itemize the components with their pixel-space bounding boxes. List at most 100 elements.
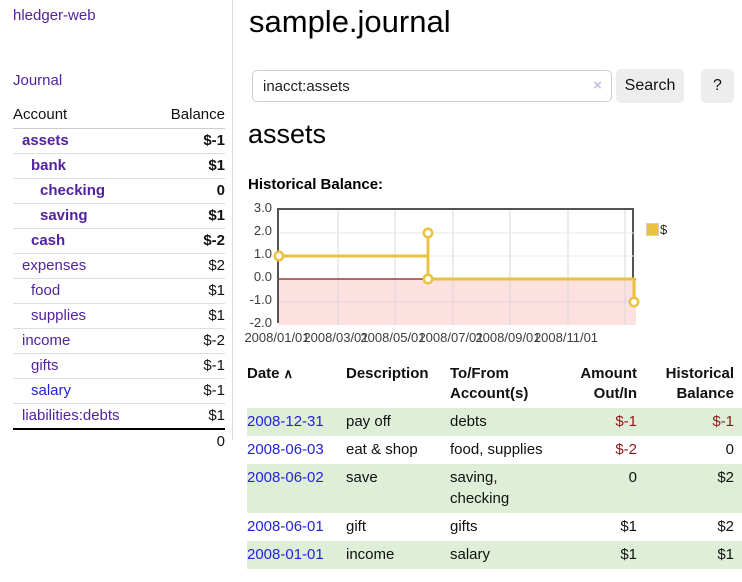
account-link-supplies[interactable]: supplies [31, 307, 87, 324]
clear-search-icon[interactable]: × [593, 77, 602, 94]
transaction-balance: $1 [717, 546, 734, 563]
sidebar-item-journal[interactable]: Journal [13, 72, 63, 89]
chart-title: Historical Balance: [248, 176, 384, 193]
x-tick: 2008/05/01 [360, 330, 426, 345]
account-balance: $-2 [153, 228, 225, 254]
account-row: checking 0 [13, 178, 225, 204]
transaction-row[interactable]: 2008-01-01 income salary $1 $1 [247, 541, 742, 569]
transactions-table: Date ∧ Description To/From Account(s) Amo… [247, 362, 742, 569]
account-row: gifts $-1 [13, 353, 225, 379]
transaction-date-link[interactable]: 2008-06-02 [247, 469, 324, 486]
transaction-balance: $2 [717, 469, 734, 486]
transaction-accounts: saving, checking [450, 469, 510, 507]
transaction-description: gift [346, 518, 367, 535]
transaction-row[interactable]: 2008-06-03 eat & shop food, supplies $-2… [247, 436, 742, 464]
account-link-income[interactable]: income [22, 332, 71, 349]
accounts-header-balance: Balance [153, 104, 225, 129]
plot-area[interactable]: $ [273, 208, 667, 325]
account-balance: $1 [153, 203, 225, 229]
x-tick: 2008/11/01 [533, 330, 599, 345]
sidebar: hledger-web Journal Account Balance asse… [0, 0, 233, 450]
transaction-accounts: food, supplies [450, 441, 543, 458]
balance-series-line [279, 231, 636, 302]
transaction-row[interactable]: 2008-06-01 gift gifts $1 $2 [247, 513, 742, 541]
sort-ascending-icon: ∧ [283, 366, 294, 381]
account-row: liabilities:debts $1 [13, 403, 225, 430]
account-row: food $1 [13, 278, 225, 304]
account-row: assets $-1 [13, 128, 225, 154]
x-tick: 2008/07/01 [418, 330, 484, 345]
accounts-header-row: Account Balance [13, 104, 225, 129]
search-input[interactable] [252, 70, 612, 102]
historical-balance-chart: 3.0 2.0 1.0 0.0 -1.0 -2.0 [240, 200, 710, 348]
transaction-date-link[interactable]: 2008-06-01 [247, 518, 324, 535]
account-balance: $1 [153, 403, 225, 430]
transaction-description: income [346, 546, 395, 563]
transaction-date-link[interactable]: 2008-12-31 [247, 413, 324, 430]
account-link-food[interactable]: food [31, 282, 61, 299]
transaction-date-link[interactable]: 2008-01-01 [247, 546, 324, 563]
account-link-cash[interactable]: cash [31, 232, 66, 249]
brand-link[interactable]: hledger-web [13, 7, 96, 24]
account-link-bank[interactable]: bank [31, 157, 67, 174]
plot-canvas [273, 210, 640, 325]
transaction-accounts: salary [450, 546, 491, 563]
accounts-table: Account Balance assets $-1 bank $1 check… [13, 104, 225, 454]
transaction-description: eat & shop [346, 441, 418, 458]
account-link-salary[interactable]: salary [31, 382, 72, 399]
help-button[interactable]: ? [701, 69, 734, 103]
account-balance: $-1 [153, 128, 225, 154]
legend-swatch-icon [646, 223, 659, 236]
data-point-markers [273, 227, 640, 308]
y-tick: 2.0 [253, 223, 272, 238]
account-balance: $2 [153, 253, 225, 279]
account-balance: $-2 [153, 328, 225, 354]
account-balance: 0 [153, 178, 225, 204]
account-link-gifts[interactable]: gifts [31, 357, 59, 374]
search-button[interactable]: Search [616, 69, 684, 103]
account-link-checking[interactable]: checking [40, 182, 106, 199]
transaction-description: save [346, 469, 378, 486]
column-header-amount: Amount Out/In [580, 365, 637, 402]
transaction-balance: $-1 [712, 413, 734, 430]
search-box: × [252, 70, 612, 102]
account-link-assets[interactable]: assets [22, 132, 69, 149]
account-row: saving $1 [13, 203, 225, 229]
transaction-description: pay off [346, 413, 391, 430]
column-header-date[interactable]: Date ∧ [247, 365, 294, 382]
accounts-total-row: 0 [13, 429, 225, 454]
account-balance: $1 [153, 303, 225, 329]
account-row: expenses $2 [13, 253, 225, 279]
account-balance: $-1 [153, 378, 225, 404]
x-tick: 2008/01/01 [244, 330, 310, 345]
account-balance: $-1 [153, 353, 225, 379]
transaction-accounts: debts [450, 413, 487, 430]
y-tick: -2.0 [249, 315, 272, 330]
transaction-amount: $-2 [615, 441, 637, 458]
account-link-expenses[interactable]: expenses [22, 257, 87, 274]
legend-label: $ [660, 222, 668, 237]
transaction-row[interactable]: 2008-06-02 save saving, checking 0 $2 [247, 464, 742, 513]
y-tick: 3.0 [253, 200, 272, 215]
x-tick: 2008/03/01 [303, 330, 369, 345]
account-balance: $1 [153, 153, 225, 179]
column-header-balance: Historical Balance [665, 365, 734, 402]
transaction-amount: $1 [620, 518, 637, 535]
accounts-total-value: 0 [216, 433, 225, 450]
page-title: sample.journal [249, 4, 451, 39]
transaction-amount: $1 [620, 546, 637, 563]
column-header-description: Description [346, 365, 429, 382]
chart-legend: $ [646, 222, 667, 237]
transaction-row[interactable]: 2008-12-31 pay off debts $-1 $-1 [247, 408, 742, 436]
transaction-date-link[interactable]: 2008-06-03 [247, 441, 324, 458]
account-row: cash $-2 [13, 228, 225, 254]
account-link-saving[interactable]: saving [40, 207, 88, 224]
transaction-amount: $-1 [615, 413, 637, 430]
account-row: supplies $1 [13, 303, 225, 329]
account-link-liabilities-debts[interactable]: liabilities:debts [22, 407, 120, 424]
transaction-balance: $2 [717, 518, 734, 535]
transaction-balance: 0 [725, 441, 734, 458]
x-tick: 2008/09/01 [475, 330, 541, 345]
transaction-amount: 0 [628, 469, 637, 486]
y-tick: -1.0 [249, 292, 272, 307]
